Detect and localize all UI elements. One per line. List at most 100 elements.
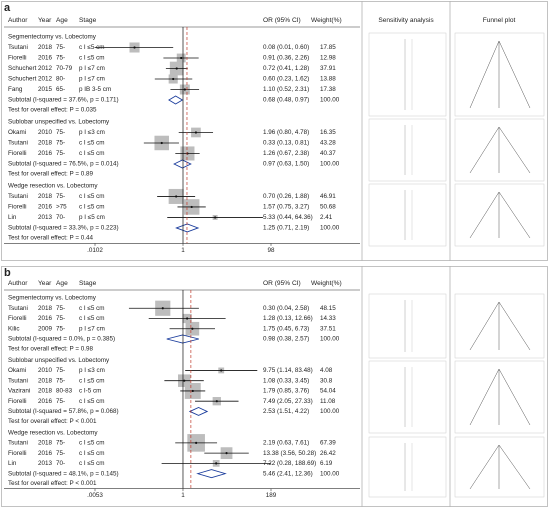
point-estimate: [215, 400, 218, 403]
study-author: Okami: [8, 129, 26, 136]
study-author: Tsutani: [8, 305, 28, 312]
or-label: 0.97 (0.63, 1.50): [263, 161, 309, 168]
subtotal-label: Subtotal (I-squared = 0.0%, p = 0.385): [8, 336, 115, 343]
study-year: 2016: [38, 315, 53, 322]
or-label: 1.25 (0.71, 2.19): [263, 225, 309, 232]
or-label: 13.38 (3.56, 50.28): [263, 450, 316, 457]
point-estimate: [191, 389, 194, 393]
weight-label: 46.91: [320, 193, 336, 200]
or-label: 7.49 (2.05, 27.33): [263, 398, 313, 405]
column-header: OR (95% CI): [263, 280, 301, 287]
funnel-thumbnail: [454, 183, 545, 247]
or-label: 9.75 (1.14, 83.48): [263, 367, 313, 374]
weight-label: 100.00: [320, 225, 340, 232]
study-author: Tsutani: [8, 193, 28, 200]
weight-label: 11.08: [320, 398, 336, 405]
point-estimate: [161, 307, 164, 310]
weight-label: 50.68: [320, 204, 336, 211]
weight-label: 30.8: [320, 377, 333, 384]
or-label: 0.30 (0.04, 2.58): [263, 305, 309, 312]
study-stage: c I ≤5 cm: [79, 305, 105, 312]
study-age: 75-: [56, 398, 65, 405]
column-header: Age: [56, 280, 68, 287]
or-label: 1.26 (0.67, 2.38): [263, 150, 309, 157]
panel-letter: b: [4, 267, 11, 279]
study-age: 75-: [56, 315, 65, 322]
study-author: Schuchert: [8, 76, 37, 83]
subtotal-diamond: [173, 159, 192, 169]
study-age: >75: [56, 204, 67, 211]
study-year: 2018: [38, 388, 53, 395]
side-title: Funnel plot: [483, 17, 516, 24]
study-age: 75-: [56, 55, 65, 62]
study-stage: p I ≤7 cm: [79, 65, 105, 72]
overall-effect-test: Test for overall effect: P = 0.44: [8, 235, 93, 242]
point-estimate: [175, 67, 178, 70]
weight-label: 12.98: [320, 55, 336, 62]
study-age: 70-: [56, 214, 65, 221]
study-age: 70-: [56, 460, 65, 467]
study-stage: c I ≤5 cm: [79, 398, 105, 405]
study-author: Vazirani: [8, 388, 30, 395]
weight-label: 4.08: [320, 367, 333, 374]
x-tick-label: 189: [266, 492, 277, 499]
weight-label: 14.33: [320, 315, 336, 322]
weight-label: 26.42: [320, 450, 336, 457]
study-author: Okami: [8, 367, 26, 374]
or-label: 1.75 (0.45, 6.73): [263, 325, 309, 332]
study-year: 2016: [38, 55, 53, 62]
point-estimate: [194, 131, 198, 134]
point-estimate: [183, 88, 186, 91]
weight-label: 37.51: [320, 325, 336, 332]
study-age: 70-79: [56, 65, 73, 72]
study-year: 2016: [38, 450, 53, 457]
study-year: 2010: [38, 129, 53, 136]
study-age: 75-: [56, 140, 65, 147]
study-stage: p I ≤7 cm: [79, 76, 105, 83]
x-tick-label: 1: [181, 492, 185, 499]
or-label: 1.96 (0.80, 4.78): [263, 129, 309, 136]
point-estimate: [191, 327, 194, 330]
study-author: Fiorelli: [8, 55, 27, 62]
study-author: Lin: [8, 214, 17, 221]
subtotal-label: Subtotal (I-squared = 76.5%, p = 0.014): [8, 161, 119, 168]
study-stage: p IB 3-5 cm: [79, 86, 111, 93]
study-year: 2018: [38, 193, 53, 200]
x-tick-label: 1: [181, 247, 185, 254]
weight-label: 100.00: [320, 161, 340, 168]
column-header: Author: [8, 280, 28, 287]
x-tick-label: .0053: [87, 492, 103, 499]
group-title: Sublobar unspecified vs. Lobectomy: [8, 357, 110, 364]
study-author: Fiorelli: [8, 450, 27, 457]
study-stage: c I ≤5 cm: [79, 460, 105, 467]
study-age: 80-83: [56, 388, 73, 395]
study-stage: c I ≤5 cm: [79, 44, 105, 51]
panel-border: [1, 1, 548, 261]
column-header: Age: [56, 17, 68, 24]
point-estimate: [214, 216, 217, 219]
study-stage: c I-5 cm: [79, 388, 101, 395]
group-title: Wedge resection vs. Lobectomy: [8, 429, 98, 436]
overall-effect-test: Test for overall effect: P = 0.89: [8, 171, 93, 178]
sensitivity-thumbnail: [368, 32, 447, 117]
or-label: 2.19 (0.63, 7.61): [263, 440, 309, 447]
study-age: 75-: [56, 377, 65, 384]
study-age: 75-: [56, 367, 65, 374]
study-stage: c I ≤5 cm: [79, 450, 105, 457]
weight-label: 17.38: [320, 86, 336, 93]
weight-label: 43.28: [320, 140, 336, 147]
point-estimate: [215, 462, 218, 465]
weight-label: 40.37: [320, 150, 336, 157]
weight-label: 54.04: [320, 388, 336, 395]
or-label: 0.60 (0.23, 1.62): [263, 76, 309, 83]
study-author: Tsutani: [8, 377, 28, 384]
column-header: Weight(%): [311, 280, 342, 287]
or-label: 5.33 (0.44, 64.36): [263, 214, 313, 221]
point-estimate: [180, 56, 183, 60]
sensitivity-thumbnail: [368, 183, 447, 247]
or-label: 1.10 (0.52, 2.31): [263, 86, 309, 93]
weight-label: 100.00: [320, 470, 340, 477]
study-age: 65-: [56, 86, 65, 93]
point-estimate: [133, 46, 136, 49]
